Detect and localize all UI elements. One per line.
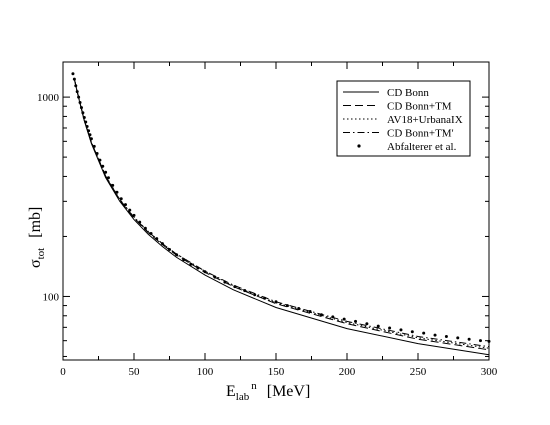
data-point-abfalterer-et-al: [399, 328, 403, 332]
data-point-abfalterer-et-al: [297, 307, 301, 311]
x-tick-label: 300: [481, 366, 498, 378]
series-line-av18-urbanaix: [73, 78, 490, 349]
data-point-abfalterer-et-al: [111, 183, 115, 187]
data-point-abfalterer-et-al: [138, 220, 142, 224]
data-point-abfalterer-et-al: [189, 262, 193, 266]
legend-label-cd-bonn-tm: CD Bonn+TM': [387, 128, 454, 140]
x-tick-label: 200: [339, 366, 356, 378]
x-tick-label: 0: [60, 366, 66, 378]
legend-label-cd-bonn-tm: CD Bonn+TM: [387, 101, 452, 113]
data-point-abfalterer-et-al: [263, 296, 267, 300]
data-point-abfalterer-et-al: [331, 315, 335, 319]
data-point-abfalterer-et-al: [354, 319, 358, 323]
data-point-abfalterer-et-al: [115, 190, 119, 194]
data-point-abfalterer-et-al: [168, 248, 171, 252]
y-axis-label-main: σ: [27, 259, 44, 268]
data-point-abfalterer-et-al: [376, 324, 380, 328]
x-tick-label: 250: [410, 366, 427, 378]
x-tick-label: 100: [197, 366, 214, 378]
data-point-abfalterer-et-al: [128, 208, 132, 212]
data-point-abfalterer-et-al: [72, 77, 76, 81]
x-tick-label: 50: [129, 366, 141, 378]
data-point-abfalterer-et-al: [285, 304, 289, 308]
data-point-abfalterer-et-al: [308, 310, 312, 314]
data-point-abfalterer-et-al: [388, 326, 392, 330]
data-point-abfalterer-et-al: [106, 176, 110, 180]
data-point-abfalterer-et-al: [155, 237, 159, 241]
x-axis-ticks: 0 50 100 150 200 250 300: [60, 62, 498, 378]
data-point-abfalterer-et-al: [87, 129, 91, 133]
data-point-abfalterer-et-al: [71, 72, 75, 76]
data-point-abfalterer-et-al: [487, 339, 491, 343]
data-point-abfalterer-et-al: [84, 120, 88, 124]
series-layer: [71, 72, 491, 356]
data-point-abfalterer-et-al: [79, 106, 83, 110]
legend-label-av18-urbanaix: AV18+UrbanaIX: [387, 114, 463, 126]
x-axis-label: Elabn [MeV]: [226, 380, 310, 403]
y-axis-label: σtot [mb]: [27, 207, 47, 268]
x-axis-label-sup: n: [251, 380, 257, 392]
y-tick-label: 100: [43, 291, 60, 303]
data-point-abfalterer-et-al: [456, 336, 460, 340]
data-point-abfalterer-et-al: [233, 285, 237, 289]
data-point-abfalterer-et-al: [78, 100, 82, 104]
data-point-abfalterer-et-al: [92, 144, 96, 148]
data-point-abfalterer-et-al: [253, 293, 257, 297]
data-point-abfalterer-et-al: [223, 280, 227, 284]
legend-label-cd-bonn: CD Bonn: [387, 87, 429, 99]
data-point-abfalterer-et-al: [81, 111, 85, 115]
y-tick-label: 1000: [37, 92, 60, 104]
data-point-abfalterer-et-al: [104, 170, 108, 174]
data-point-abfalterer-et-al: [175, 253, 179, 257]
legend-marker-abfalterer-et-al: [357, 144, 361, 148]
data-point-abfalterer-et-al: [82, 116, 86, 120]
x-axis-label-main: E: [226, 383, 236, 400]
data-point-abfalterer-et-al: [342, 317, 346, 321]
legend-label-abfalterer-et-al: Abfalterer et al.: [387, 141, 457, 153]
data-point-abfalterer-et-al: [467, 337, 471, 341]
data-point-abfalterer-et-al: [213, 275, 217, 279]
data-point-abfalterer-et-al: [410, 330, 414, 334]
data-point-abfalterer-et-al: [101, 164, 105, 168]
x-axis-label-sub: lab: [236, 391, 250, 403]
x-tick-label: 150: [268, 366, 285, 378]
data-point-abfalterer-et-al: [422, 331, 426, 335]
data-point-abfalterer-et-al: [149, 231, 153, 235]
data-point-abfalterer-et-al: [88, 133, 92, 137]
y-axis-ticks: 100 1000: [37, 92, 489, 357]
data-point-abfalterer-et-al: [132, 213, 136, 217]
data-point-abfalterer-et-al: [89, 137, 93, 141]
data-point-abfalterer-et-al: [319, 313, 323, 317]
y-axis-label-unit: [mb]: [27, 207, 44, 238]
data-point-abfalterer-et-al: [196, 266, 200, 270]
data-point-abfalterer-et-al: [478, 339, 482, 343]
data-point-abfalterer-et-al: [85, 125, 89, 129]
data-point-abfalterer-et-al: [444, 334, 448, 338]
data-point-abfalterer-et-al: [243, 289, 247, 293]
data-point-abfalterer-et-al: [74, 84, 78, 88]
data-point-abfalterer-et-al: [123, 203, 127, 207]
x-axis-label-unit: [MeV]: [267, 383, 311, 400]
data-point-abfalterer-et-al: [143, 226, 147, 230]
data-point-abfalterer-et-al: [160, 242, 164, 246]
data-point-abfalterer-et-al: [119, 197, 123, 201]
data-point-abfalterer-et-al: [274, 300, 278, 304]
data-point-abfalterer-et-al: [365, 322, 369, 326]
data-point-abfalterer-et-al: [433, 333, 437, 337]
y-axis-label-sub: tot: [35, 248, 47, 260]
data-point-abfalterer-et-al: [77, 95, 81, 99]
data-point-abfalterer-et-al: [98, 158, 102, 162]
data-point-abfalterer-et-al: [203, 270, 207, 274]
data-point-abfalterer-et-al: [75, 90, 79, 94]
data-point-abfalterer-et-al: [95, 152, 99, 156]
data-point-abfalterer-et-al: [182, 258, 186, 262]
